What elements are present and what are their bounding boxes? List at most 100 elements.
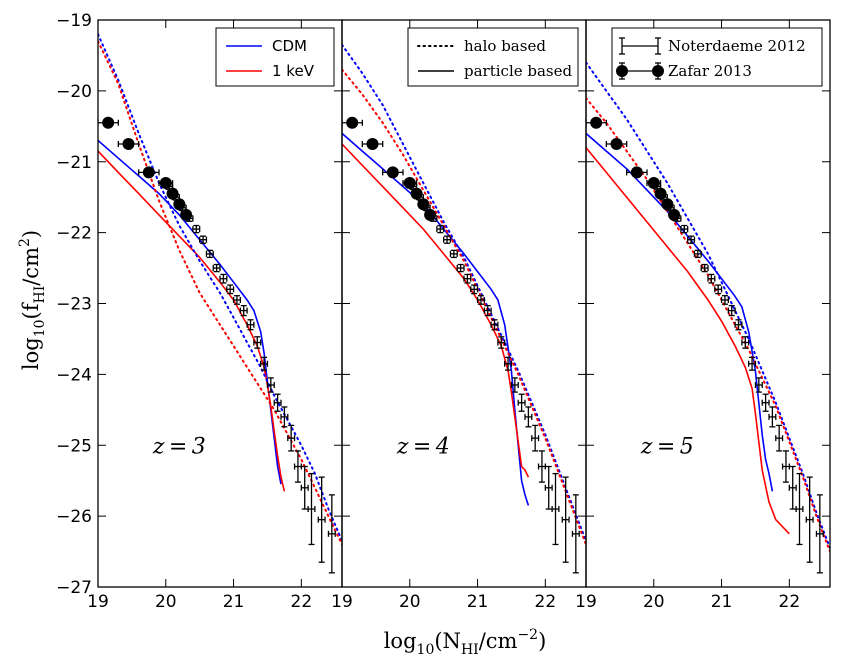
zafar-point [402, 177, 418, 190]
noterdaeme-point [483, 304, 492, 317]
legend-entry: Noterdaeme 2012 [619, 37, 806, 55]
noterdaeme-point [317, 476, 326, 563]
zafar-point [382, 166, 404, 179]
noterdaeme-point [517, 393, 526, 412]
x-tick-label: 20 [155, 592, 177, 612]
y-tick-label: −22 [56, 224, 92, 244]
legend-label: Noterdaeme 2012 [668, 37, 806, 55]
noterdaeme-point [273, 393, 282, 412]
zafar-point [158, 177, 174, 190]
zafar-point [668, 208, 681, 221]
noterdaeme-point [571, 494, 580, 574]
x-tick-label: 21 [223, 592, 245, 612]
zafar-point [605, 138, 628, 151]
plot-area [342, 43, 586, 574]
x-tick-label: 22 [779, 592, 801, 612]
y-tick-label: −24 [56, 365, 92, 385]
legend-frame [611, 27, 823, 87]
noterdaeme-point [490, 319, 499, 331]
legend: halo based particle based [407, 27, 579, 87]
zafar-point [180, 208, 193, 221]
x-tick-label: 19 [87, 592, 109, 612]
zafar-point [424, 208, 437, 221]
noterdaeme-point [436, 224, 445, 234]
legend-entry: halo based [417, 37, 546, 55]
noterdaeme-point [768, 406, 777, 428]
noterdaeme-point [741, 336, 750, 349]
noterdaeme-point [470, 284, 479, 295]
noterdaeme-point [748, 356, 757, 371]
noterdaeme-point [510, 377, 519, 393]
plot-area [98, 33, 342, 574]
y-tick-label: −25 [56, 436, 92, 456]
legend-frame [215, 27, 335, 87]
noterdaeme-point [219, 273, 228, 284]
y-tick-label: −23 [56, 295, 92, 315]
noterdaeme-point [693, 249, 702, 259]
noterdaeme-point [192, 224, 201, 234]
zafar-point [98, 116, 119, 129]
noterdaeme-point [720, 295, 729, 305]
x-tick-label: 21 [467, 592, 489, 612]
y-tick-label: −27 [56, 578, 92, 598]
noterdaeme-point [199, 235, 208, 244]
series-cdm-particle [342, 132, 530, 506]
legend-entry: Zafar 2013 [616, 62, 752, 80]
noterdaeme-point [300, 465, 309, 510]
series-1-kev-halo [342, 68, 586, 546]
series-1-kev-particle [586, 147, 790, 535]
panel-1: 19 20 21 22 −19 −20 −21 −22 −23 −24 −25 −26 −27 z = 3… [56, 11, 343, 612]
legend-entry: CDM [226, 37, 307, 55]
noterdaeme-point [714, 284, 723, 295]
zafar-point [138, 166, 160, 179]
noterdaeme-point [287, 424, 296, 452]
noterdaeme-point [680, 224, 689, 234]
zafar-point [342, 116, 363, 129]
noterdaeme-point [280, 406, 289, 428]
noterdaeme-point [504, 356, 513, 371]
legend-label: particle based [464, 62, 573, 80]
panel-redshift-label: z = 3 [152, 434, 206, 459]
x-tick-label: 19 [575, 592, 597, 612]
y-tick-label: −21 [56, 153, 92, 173]
noterdaeme-point [727, 304, 736, 317]
noterdaeme-point [734, 319, 743, 331]
noterdaeme-point [561, 476, 570, 563]
noterdaeme-point [788, 465, 797, 510]
noterdaeme-point [497, 336, 506, 349]
noterdaeme-point [253, 336, 262, 349]
panel-frame [585, 19, 831, 588]
noterdaeme-point [531, 424, 540, 452]
noterdaeme-point [246, 319, 255, 331]
panel-3: 19 20 21 22 z = 5 Noterdaeme 2012 Zafar 2013 [575, 19, 831, 612]
noterdaeme-point [443, 235, 452, 244]
series-cdm-halo [98, 33, 342, 542]
legend: CDM 1 keV [215, 27, 335, 87]
x-tick-label: 22 [291, 592, 313, 612]
zafar-point [646, 177, 662, 190]
legend-swatch [619, 37, 661, 55]
panel-frame [97, 19, 343, 588]
zafar-point [586, 116, 607, 129]
zafar-point [173, 198, 186, 211]
zafar-point [166, 187, 179, 200]
legend-frame [407, 27, 579, 87]
noterdaeme-point [761, 393, 770, 412]
panel-redshift-label: z = 4 [396, 434, 450, 459]
noterdaeme-point [707, 273, 716, 284]
noterdaeme-point [226, 284, 235, 295]
zafar-point [654, 187, 667, 200]
series-cdm-particle [586, 132, 774, 492]
noterdaeme-point [795, 472, 804, 546]
legend-label: halo based [464, 37, 546, 55]
x-tick-label: 22 [535, 592, 557, 612]
noterdaeme-point [266, 377, 275, 393]
legend-label: 1 keV [272, 62, 315, 80]
noterdaeme-point [775, 424, 784, 452]
legend-label: Zafar 2013 [668, 62, 752, 80]
zafar-point [417, 198, 430, 211]
noterdaeme-point [524, 406, 533, 428]
series-1-kev-halo [98, 40, 342, 546]
noterdaeme-point [700, 263, 709, 273]
zafar-point [626, 166, 648, 179]
